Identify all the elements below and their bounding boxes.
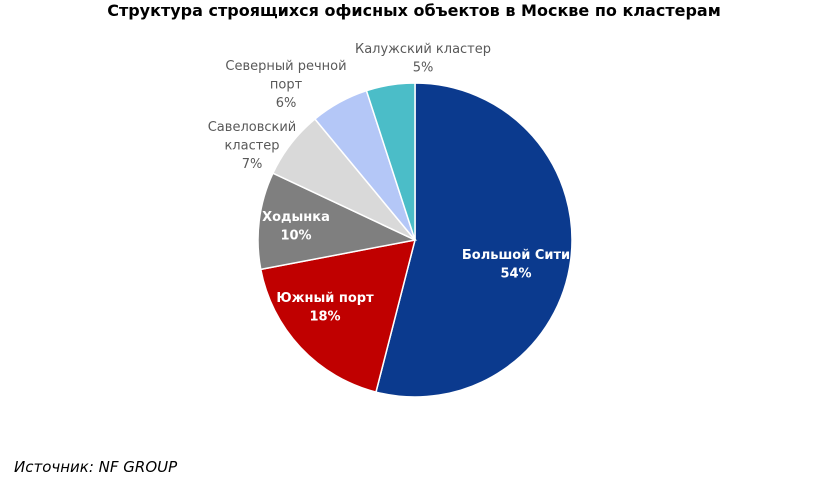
pie-slice-khodynka	[257, 172, 418, 271]
slice-label-khodynka: Ходынка 10%	[262, 210, 330, 244]
slice-label-kaluzhsky: Калужский кластер 5%	[355, 42, 491, 76]
pie-slice-kaluzhsky	[365, 82, 416, 241]
slice-label-savelovsky: Савеловский кластер 7%	[208, 120, 297, 172]
slice-label-bolshoy-siti: Большой Сити 54%	[462, 248, 570, 282]
slice-label-yuzhny-port: Южный порт 18%	[276, 291, 374, 325]
chart-title: Структура строящихся офисных объектов в …	[107, 1, 721, 20]
slice-label-severny-rechnoy-port: Северный речной порт 6%	[225, 59, 346, 111]
pie-slice-bolshoy-siti	[375, 82, 573, 398]
source-note: Источник: NF GROUP	[14, 458, 178, 476]
pie-slice-yuzhny-port	[259, 239, 417, 393]
